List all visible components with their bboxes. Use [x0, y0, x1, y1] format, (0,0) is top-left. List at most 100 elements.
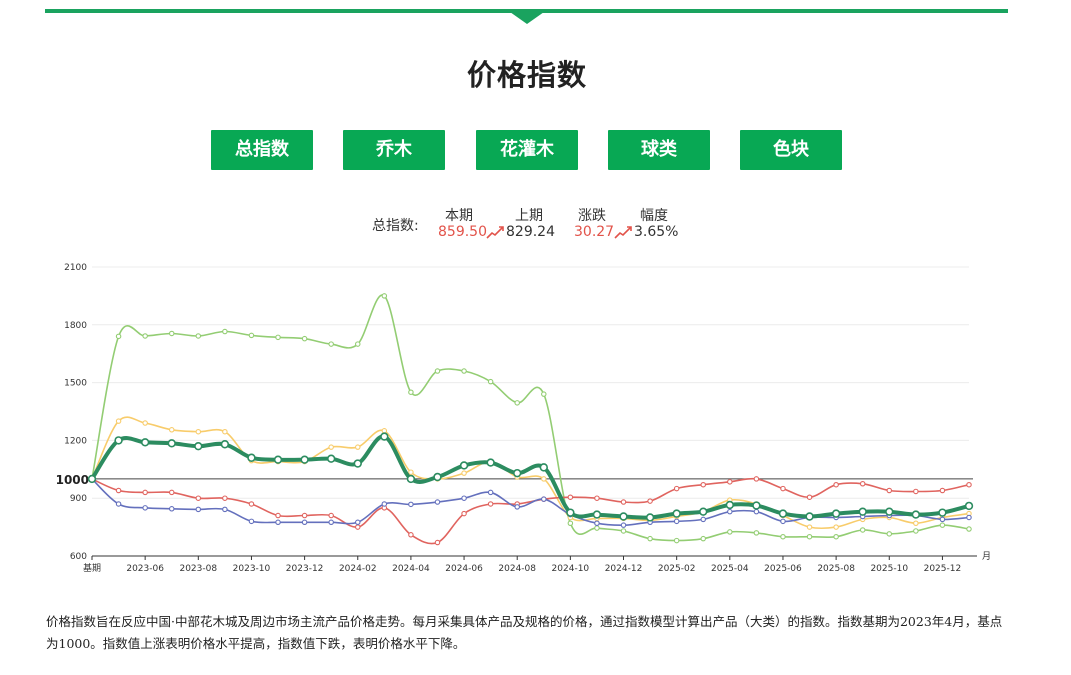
- y-tick-label: 2100: [64, 263, 87, 273]
- data-point: [594, 525, 600, 531]
- data-point: [194, 441, 203, 451]
- data-point: [195, 506, 202, 513]
- tab-color-blocks[interactable]: 色块: [740, 130, 842, 170]
- y-tick-label: 1200: [64, 436, 87, 446]
- data-point: [195, 333, 202, 339]
- data-point: [406, 474, 416, 484]
- data-point: [301, 512, 308, 519]
- series-line-1: [91, 416, 970, 530]
- data-point: [514, 400, 520, 406]
- data-point: [780, 485, 786, 492]
- data-point: [381, 428, 388, 434]
- data-point: [434, 499, 441, 505]
- data-point: [699, 507, 708, 516]
- data-point: [248, 332, 255, 339]
- data-point: [355, 519, 361, 526]
- data-point: [647, 498, 653, 504]
- x-tick-label: 2024-02: [339, 564, 377, 574]
- data-point: [700, 516, 706, 523]
- trend-up-icon: [614, 226, 632, 239]
- data-point: [487, 501, 494, 507]
- data-point: [408, 389, 414, 395]
- data-point: [275, 334, 281, 341]
- data-point: [142, 420, 148, 426]
- data-point: [222, 328, 228, 335]
- data-point: [939, 522, 946, 528]
- data-point: [673, 537, 680, 544]
- data-point: [727, 508, 733, 515]
- data-point: [248, 501, 255, 507]
- data-point: [487, 489, 494, 496]
- data-point: [459, 461, 469, 470]
- data-point: [833, 481, 839, 488]
- y-tick-label: 900: [70, 494, 87, 504]
- range-value: 3.65%: [634, 224, 679, 240]
- series-line-0: [91, 294, 970, 542]
- data-point: [885, 507, 894, 516]
- data-point: [248, 518, 255, 525]
- data-point: [222, 506, 228, 513]
- data-point: [408, 501, 414, 508]
- data-point: [115, 487, 122, 494]
- data-point: [964, 501, 974, 511]
- data-point: [939, 516, 946, 523]
- data-point: [725, 500, 735, 510]
- page-title: 价格指数: [466, 58, 587, 92]
- index-description: 价格指数旨在反应中国·中部花木城及周边市场主流产品价格走势。每月采集具体产品及规…: [46, 614, 1003, 651]
- data-point: [355, 444, 361, 450]
- data-point: [381, 501, 388, 507]
- data-point: [778, 509, 788, 518]
- x-tick-label: 2025-12: [924, 564, 962, 574]
- data-point: [380, 432, 389, 441]
- trend-up-icon: [486, 226, 504, 239]
- data-point: [833, 524, 839, 530]
- data-point: [301, 335, 308, 342]
- data-point: [567, 494, 574, 500]
- data-point: [328, 444, 334, 450]
- data-point: [461, 495, 467, 501]
- data-point: [273, 455, 283, 464]
- data-point: [541, 496, 547, 502]
- data-point: [913, 528, 919, 534]
- tab-shrubs[interactable]: 花灌木: [476, 130, 578, 170]
- tab-trees[interactable]: 乔木: [343, 130, 445, 170]
- x-tick-label: 2025-02: [658, 564, 696, 574]
- data-point: [673, 485, 680, 492]
- x-tick-label: 2025-08: [817, 564, 855, 574]
- x-tick-label: 2025-06: [764, 564, 802, 574]
- tab-balls[interactable]: 球类: [608, 130, 710, 170]
- data-point: [115, 418, 122, 424]
- data-point: [355, 341, 361, 347]
- data-point: [806, 533, 813, 540]
- data-point: [806, 494, 813, 500]
- data-point: [220, 440, 230, 449]
- data-point: [461, 368, 467, 374]
- top-accent-bar: [45, 9, 1008, 13]
- data-point: [886, 487, 893, 494]
- x-tick-label: 2025-04: [711, 564, 749, 574]
- data-point: [142, 489, 148, 496]
- data-point: [859, 480, 866, 487]
- data-point: [592, 510, 602, 519]
- data-point: [753, 508, 760, 515]
- data-point: [434, 368, 441, 374]
- x-tick-label: 2024-08: [498, 564, 536, 574]
- data-point: [168, 330, 175, 337]
- data-point: [753, 476, 760, 482]
- data-point: [673, 518, 680, 525]
- data-point: [805, 512, 814, 521]
- data-point: [620, 499, 627, 505]
- data-point: [355, 524, 361, 530]
- x-tick-label: 2023-12: [286, 564, 324, 574]
- data-point: [727, 479, 733, 485]
- data-point: [858, 507, 867, 516]
- data-point: [594, 495, 600, 501]
- tab-total-index[interactable]: 总指数: [211, 130, 313, 170]
- data-point: [566, 508, 575, 517]
- baseline-label: 1000: [56, 473, 89, 487]
- data-point: [859, 527, 866, 533]
- data-point: [700, 481, 706, 488]
- x-tick-label: 2023-10: [233, 564, 271, 574]
- data-point: [833, 533, 839, 540]
- range-header: 幅度: [640, 208, 668, 224]
